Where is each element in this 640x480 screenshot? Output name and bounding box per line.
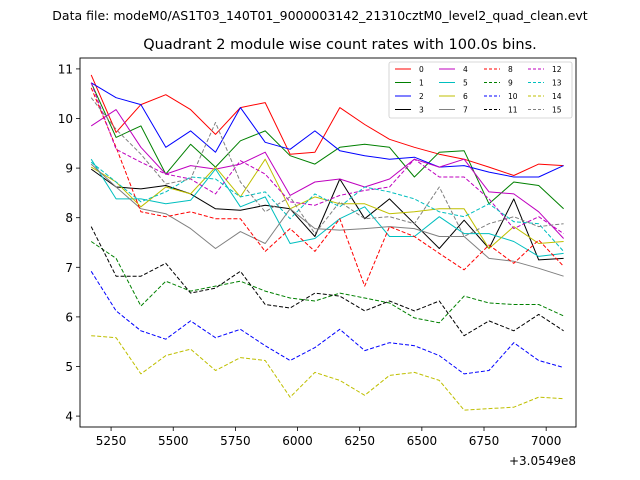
- legend-label-14: 14: [552, 92, 562, 101]
- y-tick-label: 4: [65, 410, 73, 424]
- series-14-line: [91, 335, 564, 411]
- data-file-label: Data file: modeM0/AS1T03_140T01_90000031…: [52, 8, 587, 23]
- series-4-line: [90, 109, 564, 239]
- x-axis-offset-label: +3.0549e8: [509, 454, 576, 468]
- series-2-line: [90, 82, 564, 178]
- y-tick-label: 5: [65, 360, 73, 374]
- y-tick-label: 11: [58, 62, 73, 76]
- legend-label-5: 5: [463, 79, 468, 88]
- series-15-line: [90, 97, 564, 237]
- series-3-line: [90, 168, 564, 261]
- legend-box: [388, 61, 573, 119]
- series-9-line: [90, 241, 564, 324]
- x-tick-label: 6500: [407, 434, 438, 448]
- x-tick-label: 6750: [469, 434, 500, 448]
- legend-label-6: 6: [463, 92, 468, 101]
- x-tick-label: 7000: [531, 434, 562, 448]
- legend-label-4: 4: [463, 65, 468, 74]
- legend-label-10: 10: [508, 92, 518, 101]
- x-axis: 5250 5500 5750 6000 6250 6500 6750 7000: [96, 427, 562, 448]
- legend-label-8: 8: [508, 65, 513, 74]
- legend-label-11: 11: [508, 106, 518, 115]
- y-tick-label: 8: [65, 211, 73, 225]
- legend-label-7: 7: [463, 106, 468, 115]
- plot-area-frame: [79, 57, 577, 428]
- legend-label-12: 12: [552, 65, 562, 74]
- series-10-line: [90, 271, 564, 375]
- x-tick-label: 5750: [220, 434, 251, 448]
- legend-label-3: 3: [419, 106, 424, 115]
- x-tick-label: 6000: [282, 434, 313, 448]
- series-0-line: [90, 74, 564, 176]
- chart-title: Quadrant 2 module wise count rates with …: [143, 37, 537, 53]
- y-tick-label: 7: [65, 261, 73, 275]
- x-tick-label: 5250: [96, 434, 127, 448]
- series-5-line: [90, 158, 564, 257]
- y-tick-label: 9: [65, 162, 73, 176]
- x-tick-label: 5500: [158, 434, 189, 448]
- legend-label-0: 0: [419, 65, 424, 74]
- y-tick-label: 10: [58, 112, 73, 126]
- legend-label-13: 13: [552, 79, 562, 88]
- series-11-line: [90, 226, 564, 337]
- legend-label-9: 9: [508, 79, 513, 88]
- legend-label-15: 15: [552, 106, 562, 115]
- legend-label-2: 2: [419, 92, 424, 101]
- series-layer: [90, 74, 564, 411]
- series-13-line: [90, 161, 564, 252]
- legend-label-1: 1: [419, 79, 424, 88]
- y-axis: 4 5 6 7 8 9 10 11: [58, 62, 80, 424]
- y-tick-label: 6: [65, 310, 73, 324]
- series-8-line: [90, 87, 564, 287]
- x-tick-label: 6250: [344, 434, 375, 448]
